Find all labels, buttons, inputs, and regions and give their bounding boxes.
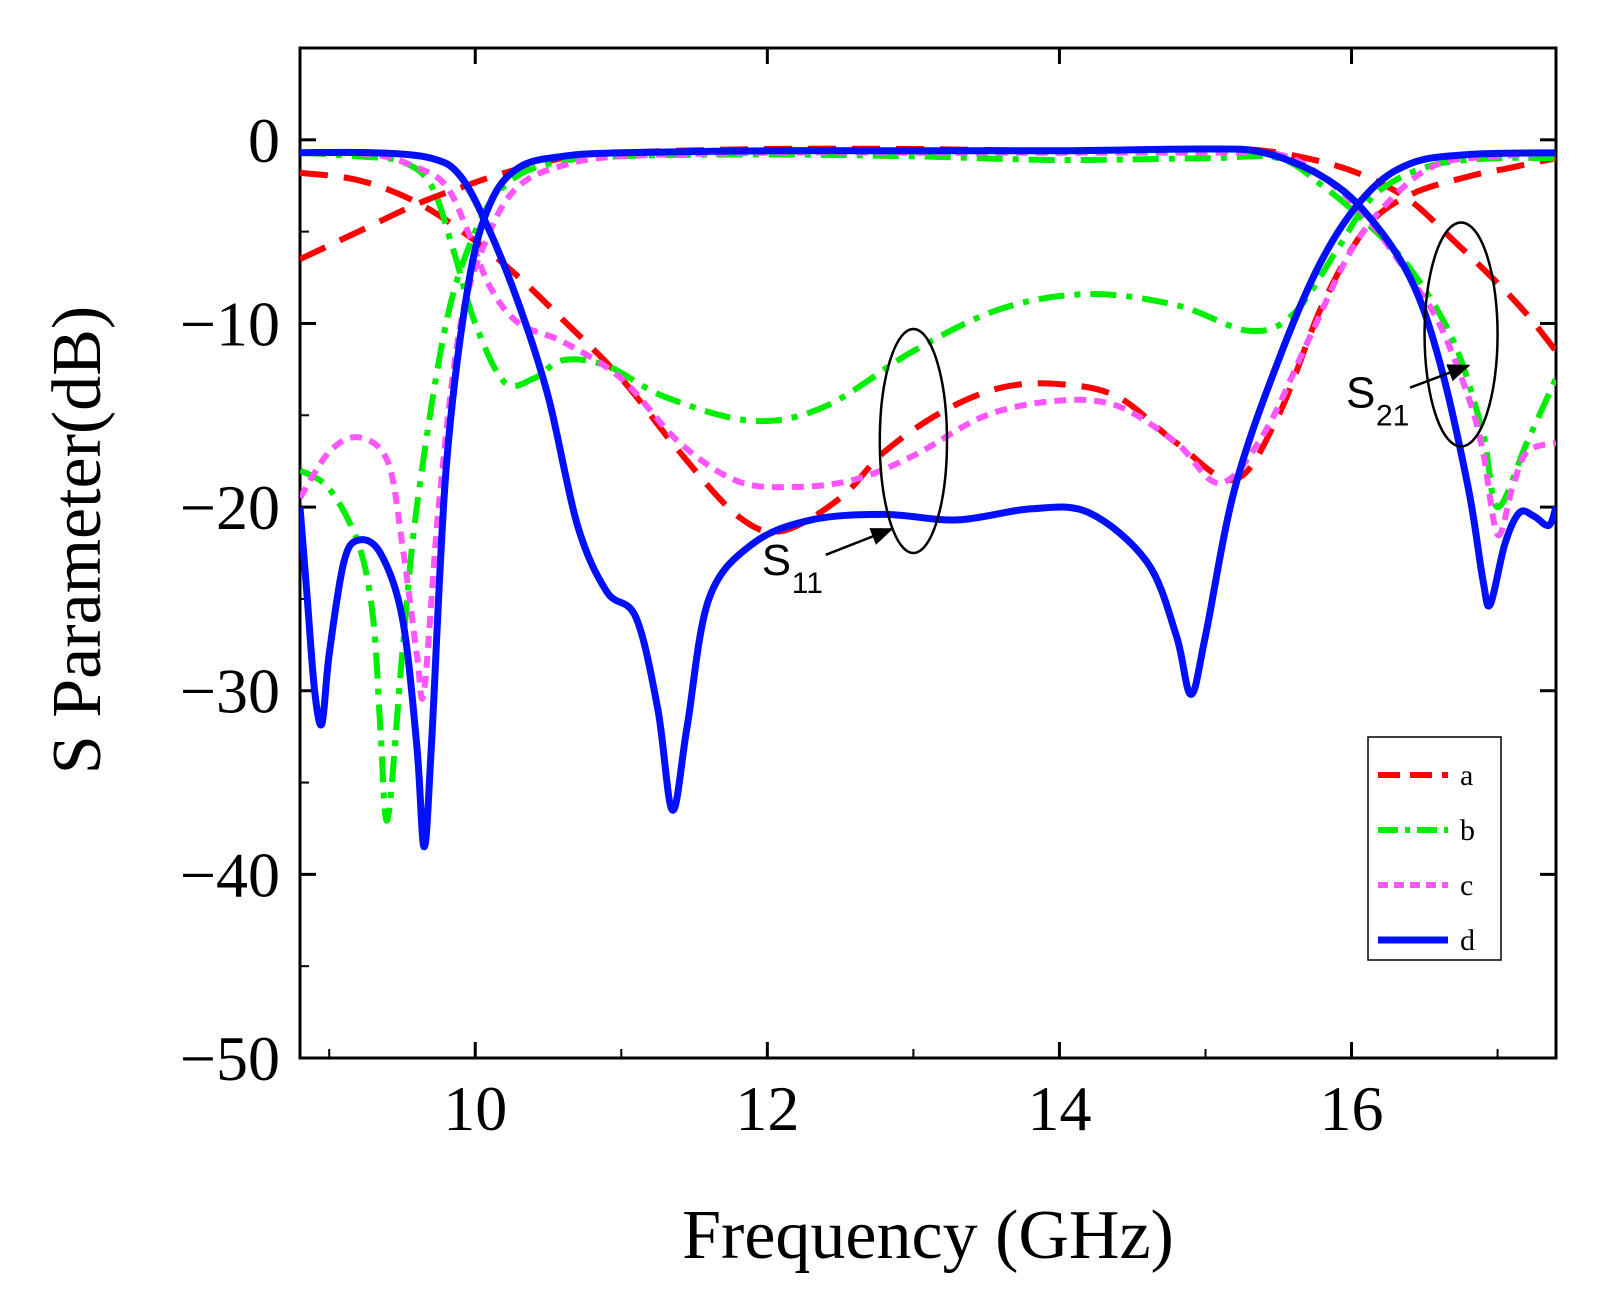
series-d-s11-line xyxy=(300,145,1556,851)
legend-box xyxy=(1367,736,1502,961)
x-tick-label: 14 xyxy=(1027,1073,1091,1144)
series-d-s21-line xyxy=(300,148,1556,814)
legend-label-b: b xyxy=(1460,814,1475,847)
legend-label-c: c xyxy=(1460,869,1473,902)
series-layer xyxy=(300,145,1556,851)
x-axis-title: Frequency (GHz) xyxy=(682,1197,1174,1274)
s11-label: S xyxy=(762,536,791,585)
s11-arrow xyxy=(825,527,894,557)
y-tick-label: 0 xyxy=(248,105,280,176)
series-a-s11-line xyxy=(300,145,1556,353)
series-b-s11-line xyxy=(300,151,1556,824)
y-tick-label: −40 xyxy=(180,839,280,910)
tick-labels: 10 12 14 16 0 −10 −20 −30 −40 −50 xyxy=(180,105,1384,1144)
plot-frame xyxy=(298,46,1558,1060)
y-tick-label: −20 xyxy=(180,472,280,543)
s11-group-ellipse xyxy=(878,327,949,555)
s21-group-ellipse xyxy=(1423,221,1499,448)
y-axis-title: S Parameter(dB) xyxy=(39,306,116,774)
x-tick-label: 10 xyxy=(443,1073,507,1144)
series-a-s21-line xyxy=(300,155,1556,535)
s21-label-subscript: 21 xyxy=(1376,400,1409,433)
y-tick-label: −10 xyxy=(180,288,280,359)
y-tick-label: −30 xyxy=(180,656,280,727)
axis-ticks xyxy=(300,47,1556,1060)
legend-label-d: d xyxy=(1460,924,1475,957)
annotation-layer: S 11S 21 xyxy=(762,221,1499,600)
legend-label-a: a xyxy=(1460,759,1473,792)
x-tick-label: 16 xyxy=(1320,1073,1384,1144)
s21-arrow xyxy=(1409,364,1471,389)
s21-label: S xyxy=(1346,369,1375,418)
y-tick-label: −50 xyxy=(180,1023,280,1094)
s11-label-subscript: 11 xyxy=(792,567,823,600)
x-tick-label: 12 xyxy=(735,1073,799,1144)
